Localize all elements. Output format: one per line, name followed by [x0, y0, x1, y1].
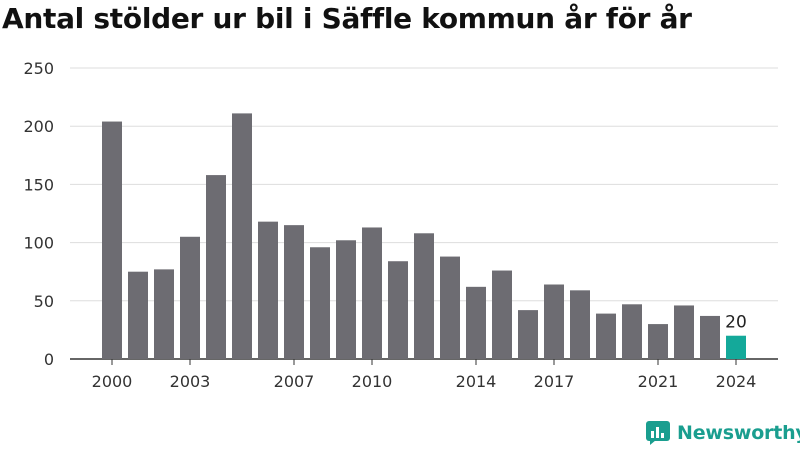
- bar-2022: [674, 305, 694, 359]
- bar-2015: [492, 270, 512, 359]
- chart-title: Antal stölder ur bil i Säffle kommun år …: [2, 2, 692, 35]
- y-tick-label: 250: [23, 59, 54, 78]
- bar-2024: [726, 335, 746, 359]
- bar-2023: [700, 315, 720, 359]
- bar-2007: [284, 225, 304, 359]
- bar-2020: [622, 304, 642, 359]
- y-tick-label: 150: [23, 175, 54, 194]
- x-tick-label: 2000: [92, 372, 133, 391]
- y-tick-label: 50: [34, 292, 54, 311]
- x-tick-label: 2010: [352, 372, 393, 391]
- bar-2017: [544, 284, 564, 359]
- x-tick-label: 2003: [170, 372, 211, 391]
- data-label-2024: 20: [725, 313, 747, 333]
- y-tick-label: 100: [23, 234, 54, 253]
- bar-2004: [206, 175, 226, 359]
- y-tick-label: 0: [44, 350, 54, 369]
- bar-2019: [596, 313, 616, 359]
- bar-2003: [180, 236, 200, 359]
- x-tick-label: 2007: [274, 372, 315, 391]
- bar-2009: [336, 240, 356, 359]
- brand-logo: Newsworthy: [645, 420, 800, 446]
- x-tick-label: 2021: [638, 372, 679, 391]
- newsworthy-logo-icon: [646, 421, 670, 445]
- bar-2008: [310, 247, 330, 359]
- bar-2001: [128, 271, 148, 359]
- bar-2006: [258, 221, 278, 359]
- x-tick-label: 2024: [716, 372, 757, 391]
- bar-2021: [648, 324, 668, 359]
- x-tick-label: 2014: [456, 372, 497, 391]
- bar-2013: [440, 256, 460, 359]
- bar-2010: [362, 227, 382, 359]
- bar-2002: [154, 269, 174, 359]
- bar-2014: [466, 286, 486, 359]
- bar-2005: [232, 113, 252, 360]
- bar-2016: [518, 310, 538, 359]
- bar-2011: [388, 261, 408, 359]
- bar-2012: [414, 233, 434, 359]
- x-tick-label: 2017: [534, 372, 575, 391]
- bar-2000: [102, 121, 122, 359]
- brand-name: Newsworthy: [677, 422, 800, 444]
- bar-2018: [570, 290, 590, 359]
- y-tick-label: 200: [23, 117, 54, 136]
